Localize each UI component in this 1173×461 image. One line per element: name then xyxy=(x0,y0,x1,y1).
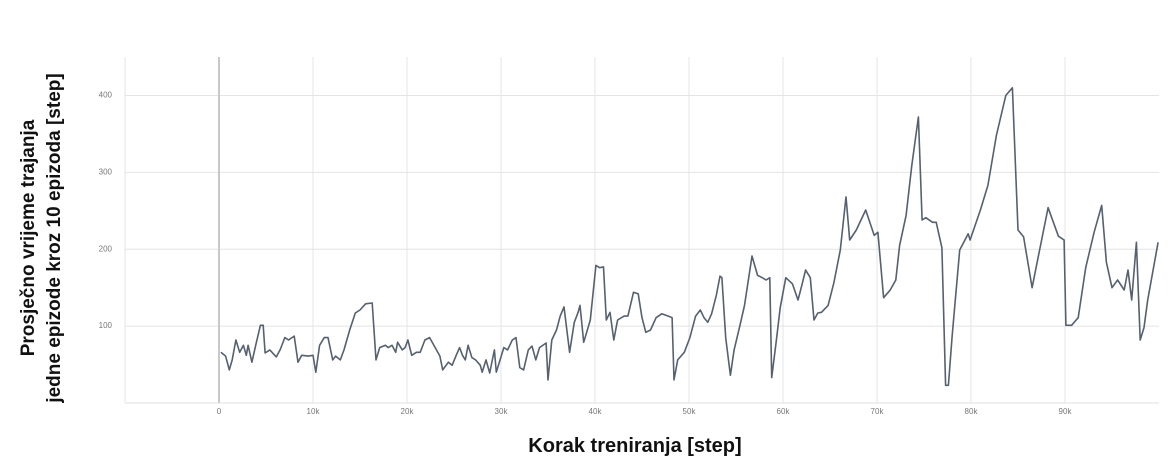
line-series xyxy=(220,87,1159,387)
x-tick-label: 60k xyxy=(777,407,791,416)
x-axis-label: Korak treniranja [step] xyxy=(528,435,741,457)
x-tick-label: 20k xyxy=(401,407,415,416)
y-tick-label: 100 xyxy=(99,321,113,330)
x-tick-label: 10k xyxy=(307,407,321,416)
x-tick-label: 50k xyxy=(683,407,697,416)
x-tick-label: 70k xyxy=(871,407,885,416)
x-tick-label: 40k xyxy=(589,407,603,416)
x-tick-label: 30k xyxy=(495,407,509,416)
x-tick-label: 90k xyxy=(1059,407,1073,416)
y-tick-label: 400 xyxy=(99,91,113,100)
y-tick-label: 300 xyxy=(99,167,113,176)
y-axis-label: Prosječno vrijeme trajanja xyxy=(18,119,39,356)
x-tick-label: 80k xyxy=(965,407,979,416)
x-tick-label: 0 xyxy=(217,407,222,416)
y-axis-label: jedne epizode kroz 10 epizoda [step] xyxy=(44,73,65,403)
y-tick-label: 200 xyxy=(99,244,113,253)
